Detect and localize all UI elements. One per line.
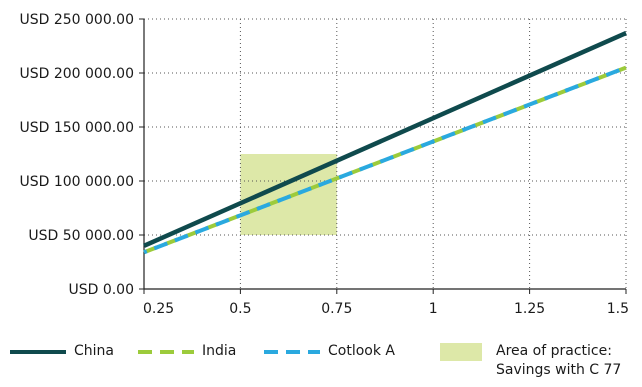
y-tick-label: USD 250 000.00 [19, 12, 134, 28]
legend-label-area-of-practice: Area of practice: Savings with C 77 [496, 342, 621, 380]
grid [144, 18, 627, 289]
x-tick-labels: 0.25 0.5 0.75 1 1.25 1.5 [143, 301, 629, 317]
legend-item-cotlook-a: Cotlook A [264, 342, 395, 361]
line-chart: USD 0.00 USD 50 000.00 USD 100 000.00 USD 1… [19, 12, 629, 317]
legend-item-india: India [138, 342, 236, 361]
x-tick-label: 0.25 [143, 301, 174, 317]
legend-label-area-line-2: Savings with C 77 [496, 362, 622, 378]
series-lines [143, 30, 627, 255]
x-tick-label: 1.5 [607, 301, 629, 317]
legend-item-china: China [10, 342, 114, 361]
legend-swatch-india [138, 350, 194, 354]
y-tick-label: USD 50 000.00 [28, 228, 134, 244]
legend-swatch-cotlook-a [264, 350, 320, 354]
x-tick-label: 1 [429, 301, 438, 317]
y-tick-label: USD 0.00 [68, 282, 134, 298]
legend: China India Cotlook A Area of practice: … [0, 340, 642, 387]
y-tick-labels: USD 0.00 USD 50 000.00 USD 100 000.00 USD 1… [19, 12, 134, 298]
series-line-china [143, 30, 627, 248]
x-tick-label: 0.75 [321, 301, 352, 317]
axes [139, 18, 627, 294]
y-tick-label: USD 100 000.00 [19, 174, 134, 190]
x-tick-label: 1.25 [514, 301, 545, 317]
y-tick-label: USD 200 000.00 [19, 66, 134, 82]
series-line-cotlook-a [143, 65, 627, 255]
legend-swatch-area-of-practice [440, 343, 482, 361]
legend-label-cotlook-a: Cotlook A [328, 343, 395, 359]
legend-label-india: India [202, 343, 237, 359]
x-tick-label: 0.5 [229, 301, 251, 317]
legend-swatch-china [10, 350, 66, 354]
y-tick-label: USD 150 000.00 [19, 120, 134, 136]
legend-item-area-of-practice: Area of practice: Savings with C 77 [440, 342, 621, 380]
legend-label-area-line-1: Area of practice: [496, 343, 612, 359]
legend-label-china: China [74, 343, 114, 359]
